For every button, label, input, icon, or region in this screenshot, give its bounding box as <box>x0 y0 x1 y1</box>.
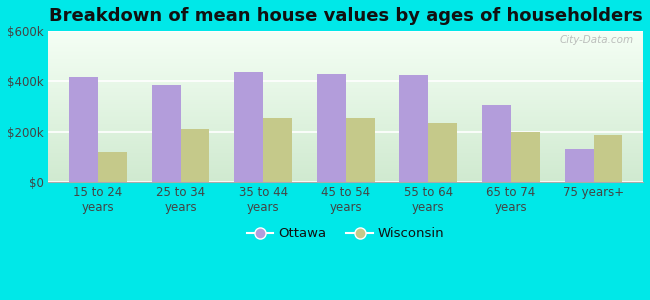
Bar <box>317 74 346 182</box>
Bar <box>263 118 292 182</box>
Bar <box>511 132 540 182</box>
Bar <box>428 123 457 182</box>
Bar <box>98 152 127 182</box>
Bar <box>565 149 593 182</box>
Text: City-Data.com: City-Data.com <box>560 35 634 45</box>
Bar <box>482 105 511 182</box>
Bar <box>151 85 181 182</box>
Bar <box>234 72 263 182</box>
Title: Breakdown of mean house values by ages of householders: Breakdown of mean house values by ages o… <box>49 7 643 25</box>
Bar <box>399 75 428 182</box>
Bar <box>346 118 374 182</box>
Bar <box>181 129 209 182</box>
Legend: Ottawa, Wisconsin: Ottawa, Wisconsin <box>242 222 450 245</box>
Bar <box>69 77 98 182</box>
Bar <box>593 135 623 182</box>
